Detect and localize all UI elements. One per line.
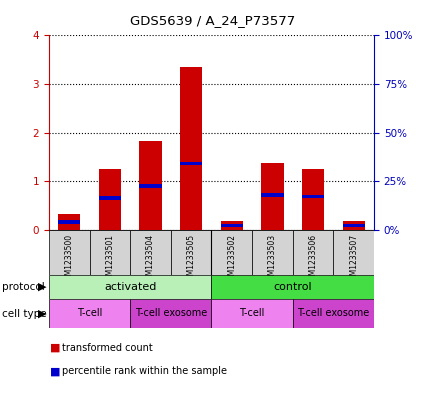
Bar	[99, 196, 121, 200]
Bar	[302, 169, 324, 230]
Text: T-cell exosome: T-cell exosome	[297, 309, 369, 318]
Bar	[293, 230, 333, 275]
Bar	[58, 214, 80, 230]
Text: GSM1233504: GSM1233504	[146, 233, 155, 285]
Bar	[293, 299, 374, 328]
Bar	[221, 224, 243, 228]
Text: GSM1233501: GSM1233501	[105, 233, 114, 285]
Text: GSM1233503: GSM1233503	[268, 233, 277, 285]
Text: activated: activated	[104, 282, 156, 292]
Text: ▶: ▶	[38, 309, 47, 319]
Bar	[261, 163, 283, 230]
Bar	[49, 275, 211, 299]
Text: protocol: protocol	[2, 282, 45, 292]
Bar	[130, 230, 171, 275]
Bar	[90, 230, 130, 275]
Text: transformed count: transformed count	[62, 343, 153, 353]
Text: ▶: ▶	[38, 282, 47, 292]
Bar	[261, 193, 283, 197]
Bar	[252, 230, 293, 275]
Bar	[211, 299, 293, 328]
Bar	[343, 224, 365, 228]
Bar	[333, 230, 374, 275]
Text: GDS5639 / A_24_P73577: GDS5639 / A_24_P73577	[130, 14, 295, 27]
Text: GSM1233506: GSM1233506	[309, 233, 317, 285]
Text: ■: ■	[50, 343, 61, 353]
Text: T-cell exosome: T-cell exosome	[135, 309, 207, 318]
Bar	[139, 184, 162, 187]
Bar	[171, 230, 211, 275]
Text: ■: ■	[50, 366, 61, 376]
Bar	[58, 220, 80, 224]
Bar	[49, 230, 90, 275]
Text: GSM1233505: GSM1233505	[187, 233, 196, 285]
Bar	[180, 162, 202, 165]
Bar	[211, 275, 374, 299]
Text: T-cell: T-cell	[239, 309, 265, 318]
Bar	[343, 221, 365, 230]
Bar	[130, 299, 211, 328]
Bar	[180, 67, 202, 230]
Bar	[139, 141, 162, 230]
Bar	[99, 169, 121, 230]
Text: T-cell: T-cell	[77, 309, 102, 318]
Bar	[302, 195, 324, 198]
Text: GSM1233502: GSM1233502	[227, 233, 236, 285]
Bar	[211, 230, 252, 275]
Text: control: control	[273, 282, 312, 292]
Text: GSM1233500: GSM1233500	[65, 233, 74, 285]
Bar	[221, 221, 243, 230]
Text: GSM1233507: GSM1233507	[349, 233, 358, 285]
Text: cell type: cell type	[2, 309, 47, 319]
Bar	[49, 299, 130, 328]
Text: percentile rank within the sample: percentile rank within the sample	[62, 366, 227, 376]
